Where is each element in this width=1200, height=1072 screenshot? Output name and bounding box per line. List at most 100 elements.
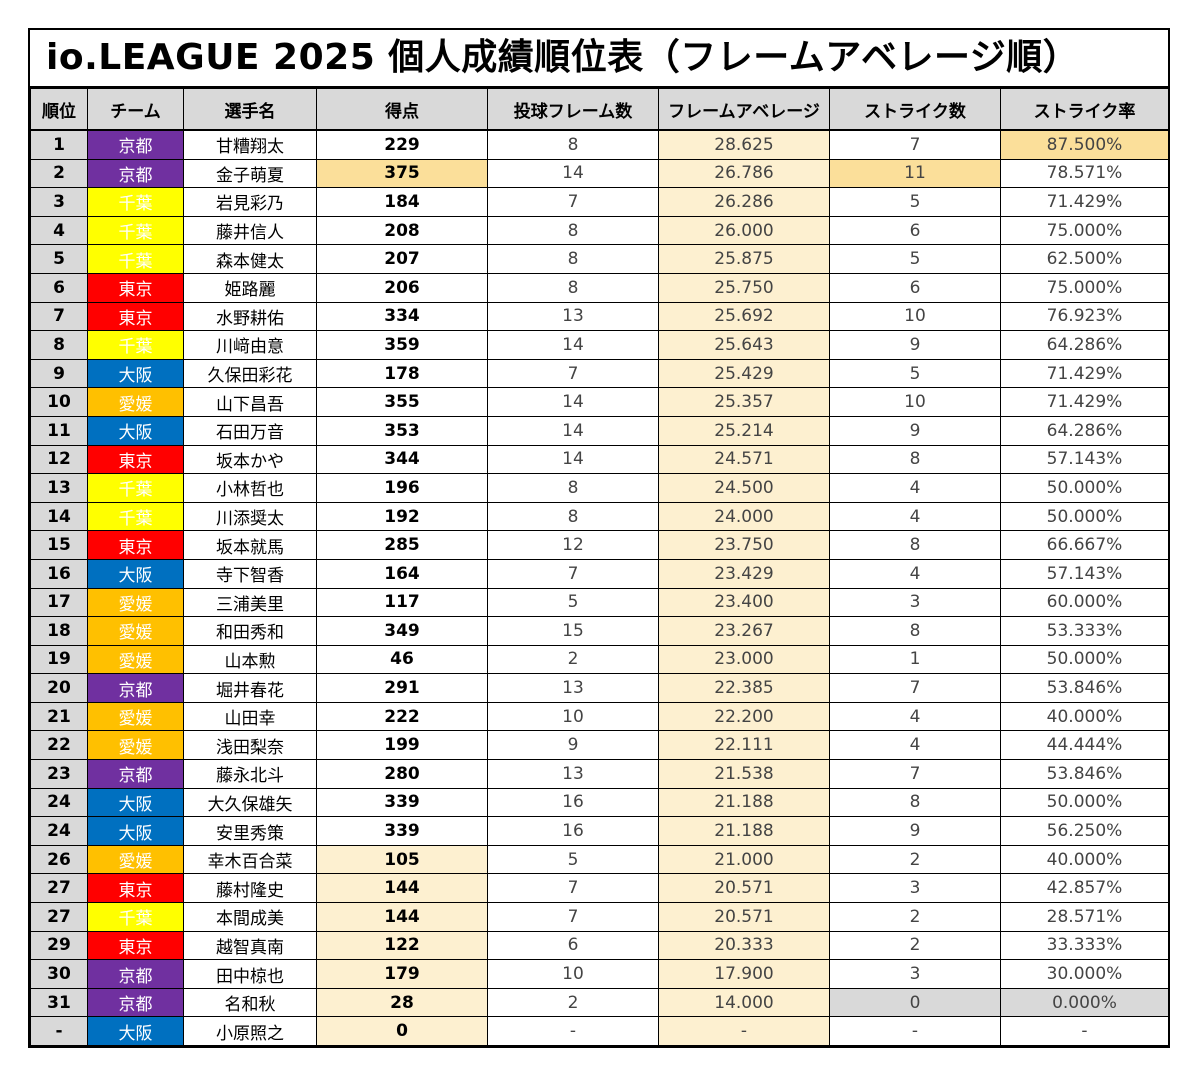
strike-rate-cell: 64.286% xyxy=(1000,415,1169,446)
strikes-cell: 3 xyxy=(829,873,1001,904)
frames-cell: 12 xyxy=(487,530,659,560)
strike-rate-cell: 57.143% xyxy=(1000,444,1169,475)
player-name-cell: 久保田彩花 xyxy=(183,358,317,389)
points-cell: 144 xyxy=(316,902,488,932)
rank-cell: 17 xyxy=(30,587,88,618)
team-cell: 大阪 xyxy=(87,816,184,846)
frames-cell: 8 xyxy=(487,129,659,160)
col-header-frame-average: フレームアベレージ xyxy=(658,88,830,131)
frame-average-cell: 25.875 xyxy=(658,244,830,274)
strike-rate-cell: 33.333% xyxy=(1000,930,1169,961)
table-row: 22 愛媛 浅田梨奈 199 9 22.111 4 44.444% xyxy=(30,730,1169,761)
player-name-cell: 金子萌夏 xyxy=(183,158,317,189)
team-cell: 京都 xyxy=(87,759,184,789)
strikes-cell: 5 xyxy=(829,187,1001,217)
frame-average-cell: 23.429 xyxy=(658,558,830,589)
strikes-cell: 11 xyxy=(829,158,1001,189)
strikes-cell: 7 xyxy=(829,673,1001,703)
points-cell: 192 xyxy=(316,501,488,532)
frames-cell: 7 xyxy=(487,187,659,217)
strikes-cell: 8 xyxy=(829,787,1001,818)
table-row: 27 東京 藤村隆史 144 7 20.571 3 42.857% xyxy=(30,873,1169,904)
frames-cell: 14 xyxy=(487,415,659,446)
rank-cell: 7 xyxy=(30,301,88,332)
frame-average-cell: 25.357 xyxy=(658,387,830,417)
frame-average-cell: 26.786 xyxy=(658,158,830,189)
team-cell: 京都 xyxy=(87,959,184,989)
points-cell: 339 xyxy=(316,816,488,846)
player-name-cell: 森本健太 xyxy=(183,244,317,274)
strike-rate-cell: 53.846% xyxy=(1000,759,1169,789)
team-cell: 京都 xyxy=(87,129,184,160)
table-row: 24 大阪 大久保雄矢 339 16 21.188 8 50.000% xyxy=(30,787,1169,818)
frames-cell: 15 xyxy=(487,616,659,646)
frame-average-cell: 23.400 xyxy=(658,587,830,618)
team-cell: 愛媛 xyxy=(87,387,184,417)
points-cell: 349 xyxy=(316,616,488,646)
table-row: 26 愛媛 幸木百合菜 105 5 21.000 2 40.000% xyxy=(30,844,1169,875)
frames-cell: 8 xyxy=(487,501,659,532)
strikes-cell: 9 xyxy=(829,415,1001,446)
team-cell: 愛媛 xyxy=(87,844,184,875)
strikes-cell: 6 xyxy=(829,215,1001,246)
team-cell: 京都 xyxy=(87,673,184,703)
player-name-cell: 川﨑由意 xyxy=(183,330,317,360)
strike-rate-cell: 76.923% xyxy=(1000,301,1169,332)
strike-rate-cell: 44.444% xyxy=(1000,730,1169,761)
team-cell: 愛媛 xyxy=(87,730,184,761)
player-name-cell: 坂本かや xyxy=(183,444,317,475)
team-cell: 愛媛 xyxy=(87,701,184,732)
frame-average-cell: 25.429 xyxy=(658,358,830,389)
rank-cell: 24 xyxy=(30,787,88,818)
table-row: 8 千葉 川﨑由意 359 14 25.643 9 64.286% xyxy=(30,330,1169,360)
strikes-cell: 5 xyxy=(829,358,1001,389)
strikes-cell: 7 xyxy=(829,129,1001,160)
frames-cell: 5 xyxy=(487,587,659,618)
rank-cell: 19 xyxy=(30,644,88,675)
points-cell: 344 xyxy=(316,444,488,475)
strikes-cell: 4 xyxy=(829,501,1001,532)
player-name-cell: 甘糟翔太 xyxy=(183,129,317,160)
rank-cell: 31 xyxy=(30,987,88,1018)
strike-rate-cell: 50.000% xyxy=(1000,473,1169,503)
points-cell: 0 xyxy=(316,1016,488,1046)
strike-rate-cell: 50.000% xyxy=(1000,644,1169,675)
strikes-cell: 10 xyxy=(829,387,1001,417)
rank-cell: 12 xyxy=(30,444,88,475)
strike-rate-cell: 42.857% xyxy=(1000,873,1169,904)
frames-cell: 7 xyxy=(487,558,659,589)
frame-average-cell: 20.333 xyxy=(658,930,830,961)
frame-average-cell: 25.214 xyxy=(658,415,830,446)
team-cell: 東京 xyxy=(87,301,184,332)
table-row: 6 東京 姫路麗 206 8 25.750 6 75.000% xyxy=(30,272,1169,303)
rank-cell: 10 xyxy=(30,387,88,417)
strike-rate-cell: 40.000% xyxy=(1000,844,1169,875)
rank-cell: 24 xyxy=(30,816,88,846)
table-row: 20 京都 堀井春花 291 13 22.385 7 53.846% xyxy=(30,673,1169,703)
table-row: 23 京都 藤永北斗 280 13 21.538 7 53.846% xyxy=(30,759,1169,789)
table-row: 13 千葉 小林哲也 196 8 24.500 4 50.000% xyxy=(30,473,1169,503)
frame-average-cell: 23.750 xyxy=(658,530,830,560)
strike-rate-cell: 87.500% xyxy=(1000,129,1169,160)
points-cell: 229 xyxy=(316,129,488,160)
frames-cell: 13 xyxy=(487,759,659,789)
points-cell: 184 xyxy=(316,187,488,217)
table-row: 14 千葉 川添奨太 192 8 24.000 4 50.000% xyxy=(30,501,1169,532)
table-row: 7 東京 水野耕佑 334 13 25.692 10 76.923% xyxy=(30,301,1169,332)
frames-cell: 16 xyxy=(487,787,659,818)
table-row: 15 東京 坂本就馬 285 12 23.750 8 66.667% xyxy=(30,530,1169,560)
rank-cell: 30 xyxy=(30,959,88,989)
rank-cell: 14 xyxy=(30,501,88,532)
points-cell: 199 xyxy=(316,730,488,761)
points-cell: 359 xyxy=(316,330,488,360)
rank-cell: 23 xyxy=(30,759,88,789)
frame-average-cell: 20.571 xyxy=(658,873,830,904)
points-cell: 105 xyxy=(316,844,488,875)
points-cell: 291 xyxy=(316,673,488,703)
col-header-strike-rate: ストライク率 xyxy=(1000,88,1169,131)
team-cell: 愛媛 xyxy=(87,644,184,675)
strike-rate-cell: 71.429% xyxy=(1000,387,1169,417)
strike-rate-cell: 64.286% xyxy=(1000,330,1169,360)
player-name-cell: 和田秀和 xyxy=(183,616,317,646)
frames-cell: 8 xyxy=(487,272,659,303)
